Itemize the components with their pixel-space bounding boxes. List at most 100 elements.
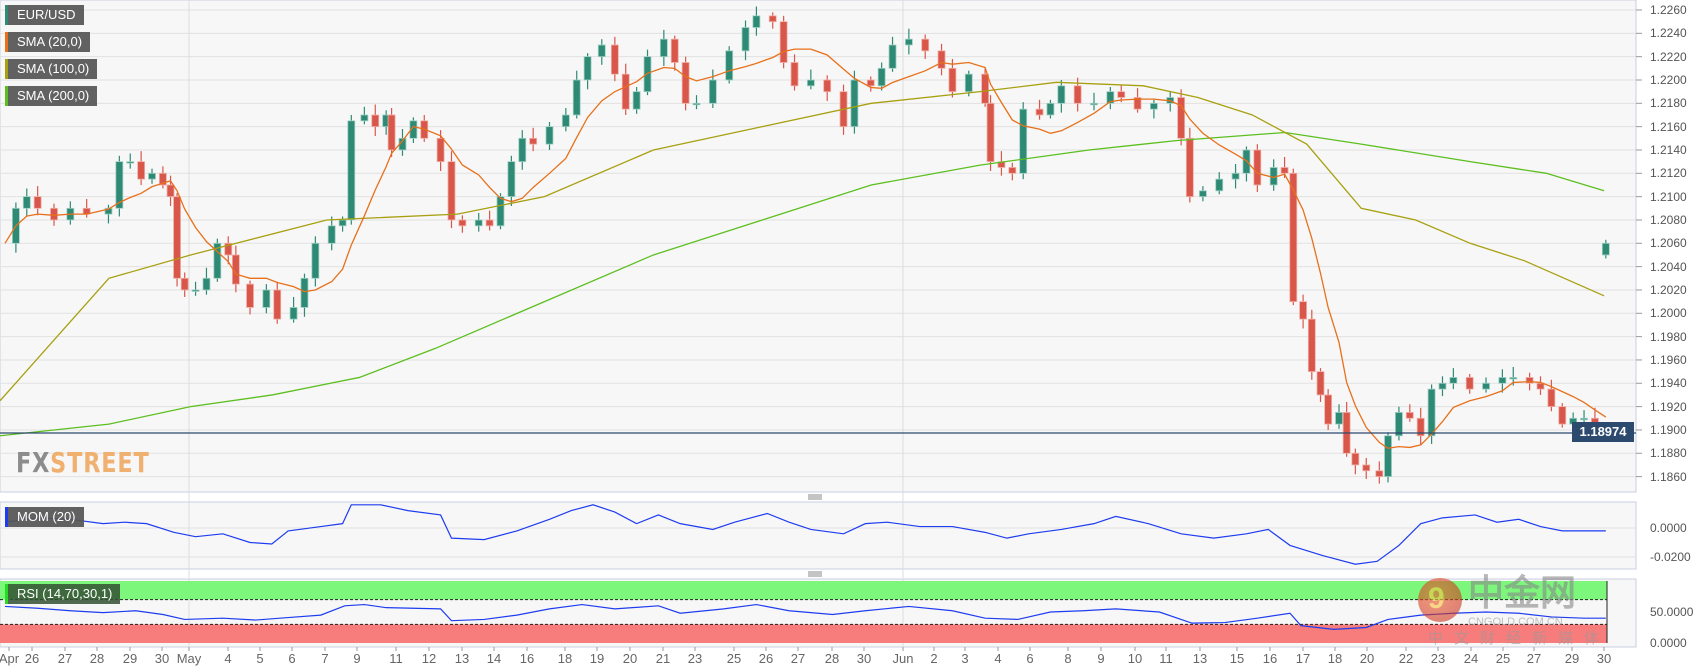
candle-bearish xyxy=(1362,464,1371,472)
candle-bullish xyxy=(507,161,516,198)
legend-label: EUR/USD xyxy=(17,7,76,22)
candle-bullish xyxy=(1090,102,1098,106)
x-tick-label: 28 xyxy=(89,651,105,666)
candle-bullish xyxy=(327,225,336,244)
candle-bullish xyxy=(964,73,973,93)
x-tick-label: 16 xyxy=(1262,651,1278,666)
x-tick-label: 27 xyxy=(1526,651,1542,666)
x-tick-label: 14 xyxy=(486,651,502,666)
y-tick-label: 1.2140 xyxy=(1650,142,1687,157)
candle-bullish xyxy=(1427,388,1436,437)
candle-bearish xyxy=(768,15,777,23)
watermark-slogan: 中文财经新媒体 xyxy=(1428,630,1611,647)
x-tick-label: 24 xyxy=(1463,651,1479,666)
x-tick-label: 23 xyxy=(687,651,703,666)
candle-bullish xyxy=(1057,85,1066,104)
candle-bullish xyxy=(1231,172,1240,180)
candle-bearish xyxy=(436,137,445,163)
y-tick-label: 1.2020 xyxy=(1650,282,1687,297)
candle-bearish xyxy=(1307,318,1316,373)
x-tick-label: 26 xyxy=(758,651,774,666)
candle-bullish xyxy=(692,102,701,106)
y-tick-label: 1.1880 xyxy=(1650,446,1687,461)
mom-panel xyxy=(0,501,1637,570)
x-tick-label: 22 xyxy=(1398,651,1414,666)
candle-bearish xyxy=(458,219,467,227)
candle-bearish xyxy=(823,79,832,93)
x-tick-label: 15 xyxy=(1229,651,1245,666)
candle-bullish xyxy=(1482,382,1490,390)
candle-bullish xyxy=(22,196,31,209)
candle-bullish xyxy=(474,219,483,227)
x-tick-label: May xyxy=(176,651,202,666)
x-tick-label: Jun xyxy=(892,651,914,666)
logo-street: STREET xyxy=(50,446,150,479)
legend-label: MOM (20) xyxy=(17,509,76,524)
candle-bullish xyxy=(262,289,271,308)
candle-bullish xyxy=(300,277,309,308)
candle-bearish xyxy=(180,277,189,291)
legend-label: SMA (20,0) xyxy=(17,34,83,49)
legend-eurusd[interactable]: EUR/USD xyxy=(5,5,84,25)
x-tick-label: Apr xyxy=(0,651,20,666)
mom-tick-label: 0.0000 xyxy=(1650,521,1687,535)
logo-fx: FX xyxy=(16,446,51,479)
x-tick-label: 2 xyxy=(930,651,938,666)
x-tick-label: 5 xyxy=(256,651,264,666)
candle-bearish xyxy=(371,114,380,128)
candle-bullish xyxy=(741,27,750,52)
y-tick-label: 1.2000 xyxy=(1650,306,1687,321)
x-tick-label: 20 xyxy=(1359,651,1375,666)
legend-color-sma100 xyxy=(5,59,8,79)
y-tick-label: 1.2260 xyxy=(1650,3,1687,17)
candle-bearish xyxy=(1416,417,1425,437)
legend-rsi[interactable]: RSI (14,70,30,1) xyxy=(5,584,121,604)
x-tick-label: 7 xyxy=(321,651,329,666)
x-tick-label: 23 xyxy=(1430,651,1446,666)
y-tick-label: 1.1900 xyxy=(1650,422,1687,437)
y-tick-label: 1.2100 xyxy=(1650,189,1687,204)
candle-bullish xyxy=(115,161,124,209)
candle-bearish xyxy=(790,62,799,87)
candle-bearish xyxy=(670,38,679,63)
mom-tick-label: -0.0200 xyxy=(1650,550,1691,564)
candle-bearish xyxy=(1117,91,1126,98)
price-panel xyxy=(0,0,1637,493)
candle-bearish xyxy=(1525,377,1534,384)
candle-bullish xyxy=(561,114,570,128)
candle-bullish xyxy=(1580,417,1588,421)
candle-bullish xyxy=(888,44,897,69)
y-tick-label: 1.2220 xyxy=(1650,49,1687,64)
x-tick-label: 4 xyxy=(224,651,232,666)
candle-bearish xyxy=(866,79,875,87)
y-tick-label: 1.1980 xyxy=(1650,329,1687,344)
candle-bearish xyxy=(224,242,233,256)
y-tick-label: 1.1960 xyxy=(1650,352,1687,367)
candle-bullish xyxy=(1384,435,1392,477)
candle-bearish xyxy=(1316,371,1325,396)
candle-bullish xyxy=(643,56,652,93)
candle-bullish xyxy=(1335,412,1343,425)
candle-bullish xyxy=(545,126,554,145)
candle-bullish xyxy=(752,15,761,28)
rsi-tick-label: 0.0000 xyxy=(1650,636,1687,650)
candle-bearish xyxy=(1073,85,1082,104)
candle-bearish xyxy=(1185,137,1194,198)
x-tick-label: 20 xyxy=(622,651,638,666)
x-tick-label: 9 xyxy=(1097,651,1105,666)
y-tick-label: 1.2080 xyxy=(1650,212,1687,227)
legend-color-rsi xyxy=(5,584,8,604)
legend-sma20[interactable]: SMA (20,0) xyxy=(5,32,91,52)
candle-bearish xyxy=(1299,301,1307,320)
legend-sma100[interactable]: SMA (100,0) xyxy=(5,59,98,79)
legend-sma200[interactable]: SMA (200,0) xyxy=(5,86,98,106)
legend-mom[interactable]: MOM (20) xyxy=(5,507,84,527)
mom-line xyxy=(4,504,1606,565)
y-tick-label: 1.2120 xyxy=(1650,166,1687,181)
rsi-overbought-zone xyxy=(0,581,1607,600)
candle-bullish xyxy=(1449,377,1458,384)
candle-bullish xyxy=(1046,102,1055,116)
current-price-label: 1.18974 xyxy=(1572,422,1634,442)
legend-label: RSI (14,70,30,1) xyxy=(17,586,113,601)
